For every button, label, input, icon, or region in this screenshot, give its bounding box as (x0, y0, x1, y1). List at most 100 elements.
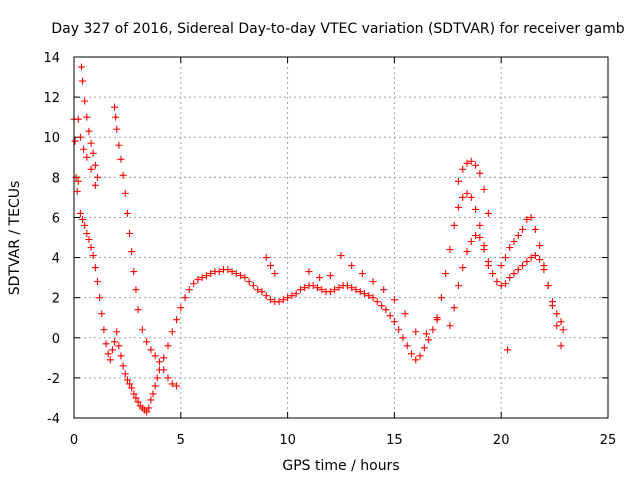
data-point (258, 288, 266, 296)
data-point (480, 185, 488, 193)
data-point (373, 298, 381, 306)
data-point (296, 286, 304, 294)
data-point (91, 161, 99, 169)
data-point (85, 127, 93, 135)
data-point (160, 366, 168, 374)
data-point (437, 294, 445, 302)
data-point (422, 330, 430, 338)
data-point (476, 169, 484, 177)
data-point (228, 268, 236, 276)
data-point (132, 394, 140, 402)
data-point (76, 209, 84, 217)
data-point (523, 258, 531, 266)
data-point (450, 304, 458, 312)
y-tick-label: 10 (43, 131, 60, 146)
data-point (358, 270, 366, 278)
data-point (164, 342, 172, 350)
data-point (237, 272, 245, 280)
data-point (337, 252, 345, 260)
data-point (151, 352, 159, 360)
data-point (489, 270, 497, 278)
data-point (459, 264, 467, 272)
plot-frame (73, 56, 609, 419)
data-point (91, 264, 99, 272)
data-point (412, 328, 420, 336)
data-point (138, 326, 146, 334)
data-point (314, 284, 322, 292)
data-point (93, 278, 101, 286)
data-point (467, 193, 475, 201)
data-point (480, 246, 488, 254)
data-point (420, 344, 428, 352)
data-point (382, 306, 390, 314)
data-point (425, 336, 433, 344)
data-point (100, 326, 108, 334)
data-point (399, 334, 407, 342)
data-point (126, 380, 134, 388)
data-point (121, 370, 129, 378)
data-point (145, 404, 153, 412)
data-point (130, 268, 138, 276)
data-point (316, 274, 324, 282)
data-point (128, 248, 136, 256)
data-point (401, 310, 409, 318)
data-point (181, 294, 189, 302)
data-point (190, 280, 198, 288)
data-point (390, 318, 398, 326)
data-point (117, 352, 125, 360)
data-point (194, 276, 202, 284)
data-point (454, 203, 462, 211)
data-point (128, 384, 136, 392)
data-point (519, 225, 527, 233)
y-tick-label: -2 (47, 372, 60, 387)
data-point (446, 322, 454, 330)
data-point (113, 125, 121, 133)
data-point (463, 248, 471, 256)
data-point (472, 205, 480, 213)
data-point (147, 346, 155, 354)
data-point (119, 171, 127, 179)
data-point (155, 358, 163, 366)
data-point (87, 165, 95, 173)
data-point (540, 262, 548, 270)
data-point (497, 282, 505, 290)
data-point (262, 254, 270, 262)
data-point (77, 63, 85, 71)
data-point (326, 288, 334, 296)
data-point (472, 161, 480, 169)
data-point (91, 181, 99, 189)
data-point (504, 346, 512, 354)
x-tick-label: 15 (386, 433, 403, 448)
data-point (151, 382, 159, 390)
data-point (143, 408, 151, 416)
y-tick-label: -4 (47, 412, 60, 427)
data-point (83, 153, 91, 161)
data-point (168, 328, 176, 336)
data-point (115, 141, 123, 149)
data-point (279, 296, 287, 304)
data-point (459, 165, 467, 173)
data-point (429, 326, 437, 334)
data-point (348, 262, 356, 270)
data-point (467, 157, 475, 165)
data-point (442, 270, 450, 278)
data-point (288, 292, 296, 300)
data-point (83, 113, 91, 121)
data-point (331, 286, 339, 294)
data-point (275, 298, 283, 306)
data-point (493, 278, 501, 286)
y-tick-label: 4 (52, 252, 60, 267)
data-point (454, 177, 462, 185)
data-point (463, 159, 471, 167)
data-point (472, 231, 480, 239)
data-point (318, 286, 326, 294)
data-point (459, 193, 467, 201)
data-point (305, 268, 313, 276)
data-point (514, 231, 522, 239)
data-point (484, 262, 492, 270)
data-point (153, 374, 161, 382)
data-point (79, 215, 87, 223)
data-point (111, 103, 119, 111)
data-point (113, 328, 121, 336)
data-point (557, 318, 565, 326)
